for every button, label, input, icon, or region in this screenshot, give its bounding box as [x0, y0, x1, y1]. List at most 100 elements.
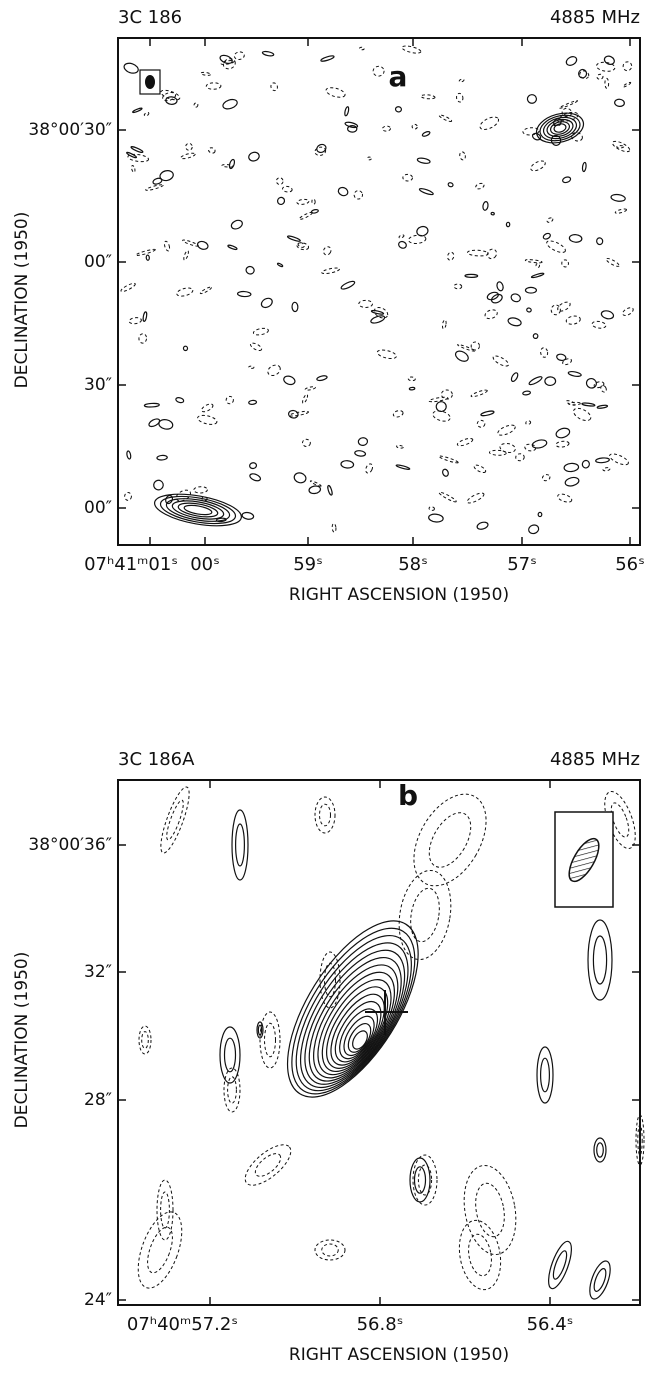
noise-contour-negative: [592, 321, 607, 329]
noise-contour: [532, 439, 548, 450]
noise-contour-negative: [459, 151, 466, 160]
contour: [541, 1058, 550, 1092]
noise-contour: [292, 302, 298, 311]
noise-contour-negative: [297, 199, 309, 205]
noise-contour-negative: [545, 239, 567, 255]
noise-contour: [490, 293, 503, 305]
noise-contour-negative: [399, 234, 405, 239]
noise-contour-negative: [359, 300, 373, 307]
contour-negative: [322, 1244, 339, 1256]
noise-contour-negative: [367, 157, 371, 160]
contour: [225, 1038, 236, 1072]
noise-contour-negative: [289, 410, 309, 417]
noise-contour: [614, 99, 624, 107]
noise-contour-negative: [550, 304, 561, 315]
noise-contour-negative: [253, 327, 269, 336]
contour-negative: [224, 1068, 240, 1112]
contour-negative: [228, 1077, 237, 1103]
contour-negative: [315, 1240, 345, 1260]
noise-contour-negative: [373, 66, 385, 77]
noise-contour: [245, 266, 255, 275]
noise-contour: [564, 463, 579, 472]
source-contour: [184, 504, 213, 517]
noise-contour-negative: [525, 420, 531, 425]
noise-contour: [158, 419, 173, 431]
noise-contour-negative: [579, 69, 590, 80]
noise-contour: [568, 371, 582, 378]
noise-contour: [601, 310, 615, 320]
noise-contour-negative: [492, 354, 510, 368]
noise-contour-negative: [439, 114, 453, 123]
noise-contour-negative: [128, 153, 149, 163]
x-tick-label: 57ˢ: [507, 554, 537, 575]
noise-contour-negative: [200, 286, 212, 294]
noise-contour: [230, 219, 244, 231]
noise-contour: [564, 476, 579, 487]
source-name: 3C 186: [118, 7, 182, 28]
noise-contour-negative: [556, 300, 571, 313]
noise-contour-negative: [144, 112, 150, 117]
noise-contour: [422, 131, 431, 137]
x-axis-title: RIGHT ASCENSION (1950): [289, 1345, 509, 1365]
noise-contour: [507, 317, 522, 327]
noise-contour-negative: [139, 333, 147, 343]
noise-contour-negative: [496, 423, 516, 437]
noise-contour: [510, 293, 521, 303]
noise-contour-negative: [120, 282, 136, 293]
noise-contour: [545, 377, 556, 386]
noise-contour: [481, 410, 495, 416]
noise-contour: [370, 314, 385, 324]
x-tick-label: 56.4ˢ: [527, 1314, 574, 1335]
x-axis-title: RIGHT ASCENSION (1950): [289, 585, 509, 605]
noise-contour-negative: [542, 474, 551, 482]
noise-contour-negative: [438, 491, 457, 503]
noise-contour-negative: [572, 406, 593, 423]
figure: 3C 1864885 MHza38°00′30″00″30″00″07ʰ41ᵐ0…: [0, 0, 668, 1377]
contour-negative: [472, 1181, 508, 1239]
noise-contour: [152, 479, 165, 492]
noise-contour: [565, 55, 578, 67]
noise-contour: [277, 263, 283, 268]
noise-contour: [249, 400, 257, 405]
noise-contour-negative: [615, 208, 627, 214]
contour: [588, 920, 612, 1000]
source-contour: [152, 489, 244, 532]
noise-contour: [486, 291, 499, 301]
noise-contour-negative: [457, 437, 474, 447]
contour-negative: [458, 1161, 523, 1258]
noise-contour: [146, 255, 149, 260]
panel-label: a: [389, 60, 408, 93]
noise-contour-negative: [475, 182, 485, 190]
noise-contour-negative: [611, 139, 631, 153]
noise-contour-negative: [266, 363, 282, 378]
noise-contour: [597, 405, 608, 409]
x-tick-label: 00ˢ: [190, 554, 220, 575]
noise-contour-negative: [270, 82, 279, 92]
contour-negative: [142, 1032, 149, 1049]
noise-contour: [531, 272, 544, 278]
noise-contour-negative: [515, 453, 524, 461]
noise-contour: [419, 187, 434, 195]
noise-contour-negative: [456, 93, 464, 103]
noise-contour-negative: [597, 74, 604, 80]
noise-contour: [611, 194, 626, 202]
noise-contour-negative: [540, 347, 548, 357]
noise-contour: [396, 464, 410, 470]
noise-contour: [143, 312, 148, 322]
noise-contour: [260, 296, 274, 309]
noise-contour: [454, 349, 470, 363]
y-tick-label: 00″: [84, 498, 112, 518]
contour-negative: [454, 1217, 506, 1293]
frequency: 4885 MHz: [550, 7, 640, 28]
y-tick-label: 28″: [84, 1090, 112, 1110]
contour: [537, 1047, 553, 1103]
noise-contour-negative: [401, 45, 421, 55]
y-axis-title: DECLINATION (1950): [12, 212, 32, 389]
noise-contour-negative: [393, 410, 404, 418]
source-contour: [545, 117, 575, 139]
contour: [544, 1239, 576, 1291]
noise-contour-negative: [353, 190, 363, 200]
noise-contour-negative: [302, 394, 309, 404]
noise-contour: [276, 196, 285, 206]
noise-contour: [585, 377, 598, 390]
